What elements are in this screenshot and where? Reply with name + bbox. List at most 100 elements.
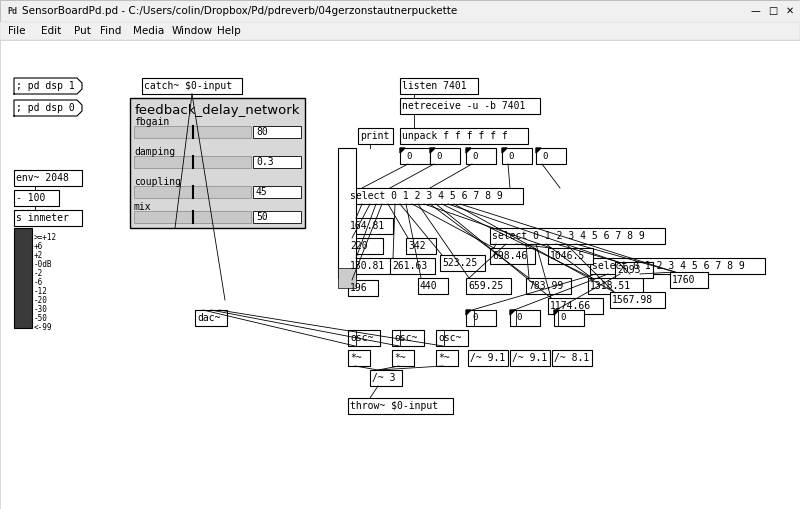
Text: ; pd dsp 0: ; pd dsp 0 bbox=[16, 103, 74, 113]
Text: listen 7401: listen 7401 bbox=[402, 81, 466, 91]
Text: □: □ bbox=[768, 6, 778, 16]
FancyBboxPatch shape bbox=[134, 211, 251, 223]
Text: coupling: coupling bbox=[134, 177, 181, 187]
Text: catch~ $0-input: catch~ $0-input bbox=[144, 81, 232, 91]
Text: 0: 0 bbox=[472, 314, 478, 323]
Text: 0: 0 bbox=[472, 152, 478, 160]
FancyBboxPatch shape bbox=[406, 238, 436, 254]
Text: throw~ $0-input: throw~ $0-input bbox=[350, 401, 438, 411]
Text: feedback_delay_network: feedback_delay_network bbox=[134, 103, 300, 117]
Text: unpack f f f f f f: unpack f f f f f f bbox=[402, 131, 508, 141]
FancyBboxPatch shape bbox=[400, 148, 430, 164]
FancyBboxPatch shape bbox=[552, 350, 592, 366]
FancyBboxPatch shape bbox=[436, 330, 468, 346]
FancyBboxPatch shape bbox=[0, 22, 800, 40]
FancyBboxPatch shape bbox=[0, 40, 800, 509]
FancyBboxPatch shape bbox=[348, 330, 380, 346]
FancyBboxPatch shape bbox=[338, 268, 356, 288]
Text: +2: +2 bbox=[34, 250, 43, 260]
Text: 698.46: 698.46 bbox=[492, 251, 527, 261]
Text: 130.81: 130.81 bbox=[350, 261, 386, 271]
FancyBboxPatch shape bbox=[392, 330, 424, 346]
FancyBboxPatch shape bbox=[358, 128, 393, 144]
Text: /~ 9.1: /~ 9.1 bbox=[512, 353, 547, 363]
Text: 0: 0 bbox=[436, 152, 442, 160]
Text: 523.25: 523.25 bbox=[442, 258, 478, 268]
Text: 783.99: 783.99 bbox=[528, 281, 563, 291]
Text: 0: 0 bbox=[406, 152, 411, 160]
FancyBboxPatch shape bbox=[510, 350, 550, 366]
FancyBboxPatch shape bbox=[430, 148, 460, 164]
Text: - 100: - 100 bbox=[16, 193, 46, 203]
Text: print: print bbox=[360, 131, 390, 141]
Text: 0: 0 bbox=[508, 152, 514, 160]
Text: select 0 1 2 3 4 5 6 7 8 9: select 0 1 2 3 4 5 6 7 8 9 bbox=[492, 231, 645, 241]
Text: /~ 8.1: /~ 8.1 bbox=[554, 353, 590, 363]
FancyBboxPatch shape bbox=[466, 148, 496, 164]
Text: +6: +6 bbox=[34, 242, 43, 250]
Polygon shape bbox=[14, 78, 82, 94]
Text: SensorBoardPd.pd - C:/Users/colin/Dropbox/Pd/pdreverb/04gerzonstautnerpuckette: SensorBoardPd.pd - C:/Users/colin/Dropbo… bbox=[22, 6, 458, 16]
Text: 261.63: 261.63 bbox=[392, 261, 427, 271]
Polygon shape bbox=[510, 310, 515, 315]
FancyBboxPatch shape bbox=[14, 190, 59, 206]
Text: -20: -20 bbox=[34, 296, 48, 305]
FancyBboxPatch shape bbox=[348, 398, 453, 414]
Polygon shape bbox=[554, 310, 559, 315]
FancyBboxPatch shape bbox=[615, 262, 653, 278]
Text: 1046.5: 1046.5 bbox=[550, 251, 586, 261]
FancyBboxPatch shape bbox=[400, 128, 528, 144]
FancyBboxPatch shape bbox=[370, 370, 402, 386]
FancyBboxPatch shape bbox=[14, 170, 82, 186]
Text: *~: *~ bbox=[438, 353, 450, 363]
Text: ✕: ✕ bbox=[786, 6, 794, 16]
Text: /~ 3: /~ 3 bbox=[372, 373, 395, 383]
FancyBboxPatch shape bbox=[253, 156, 301, 168]
Text: fbgain: fbgain bbox=[134, 117, 170, 127]
FancyBboxPatch shape bbox=[670, 272, 708, 288]
Text: -6: -6 bbox=[34, 278, 43, 287]
Text: Pd: Pd bbox=[7, 7, 17, 15]
FancyBboxPatch shape bbox=[253, 186, 301, 198]
FancyBboxPatch shape bbox=[436, 350, 458, 366]
FancyBboxPatch shape bbox=[490, 228, 665, 244]
FancyBboxPatch shape bbox=[510, 310, 540, 326]
Text: /~ 9.1: /~ 9.1 bbox=[470, 353, 506, 363]
Text: 164.81: 164.81 bbox=[350, 221, 386, 231]
FancyBboxPatch shape bbox=[134, 186, 251, 198]
FancyBboxPatch shape bbox=[14, 210, 82, 226]
Text: -50: -50 bbox=[34, 315, 48, 323]
FancyBboxPatch shape bbox=[142, 78, 242, 94]
Text: s inmeter: s inmeter bbox=[16, 213, 69, 223]
Text: Window: Window bbox=[172, 26, 213, 36]
Text: 1174.66: 1174.66 bbox=[550, 301, 591, 311]
Text: 440: 440 bbox=[420, 281, 438, 291]
Polygon shape bbox=[466, 148, 471, 153]
Text: -2: -2 bbox=[34, 269, 43, 278]
Text: -0dB: -0dB bbox=[34, 260, 53, 269]
FancyBboxPatch shape bbox=[348, 258, 393, 274]
Text: 0.3: 0.3 bbox=[256, 157, 274, 167]
FancyBboxPatch shape bbox=[348, 238, 383, 254]
Text: —: — bbox=[750, 6, 760, 16]
FancyBboxPatch shape bbox=[348, 350, 370, 366]
FancyBboxPatch shape bbox=[548, 248, 593, 264]
FancyBboxPatch shape bbox=[590, 258, 765, 274]
Polygon shape bbox=[466, 310, 471, 315]
FancyBboxPatch shape bbox=[348, 280, 378, 296]
FancyBboxPatch shape bbox=[0, 0, 800, 22]
Text: 0: 0 bbox=[560, 314, 566, 323]
FancyBboxPatch shape bbox=[468, 350, 508, 366]
Text: Find: Find bbox=[100, 26, 122, 36]
FancyBboxPatch shape bbox=[490, 248, 535, 264]
Text: Media: Media bbox=[133, 26, 164, 36]
FancyBboxPatch shape bbox=[253, 126, 301, 138]
Text: -30: -30 bbox=[34, 305, 48, 314]
FancyBboxPatch shape bbox=[502, 148, 532, 164]
FancyBboxPatch shape bbox=[536, 148, 566, 164]
FancyBboxPatch shape bbox=[554, 310, 584, 326]
Text: mix: mix bbox=[134, 202, 152, 212]
Text: osc~: osc~ bbox=[350, 333, 374, 343]
Text: <-99: <-99 bbox=[34, 323, 53, 332]
Text: *~: *~ bbox=[394, 353, 406, 363]
